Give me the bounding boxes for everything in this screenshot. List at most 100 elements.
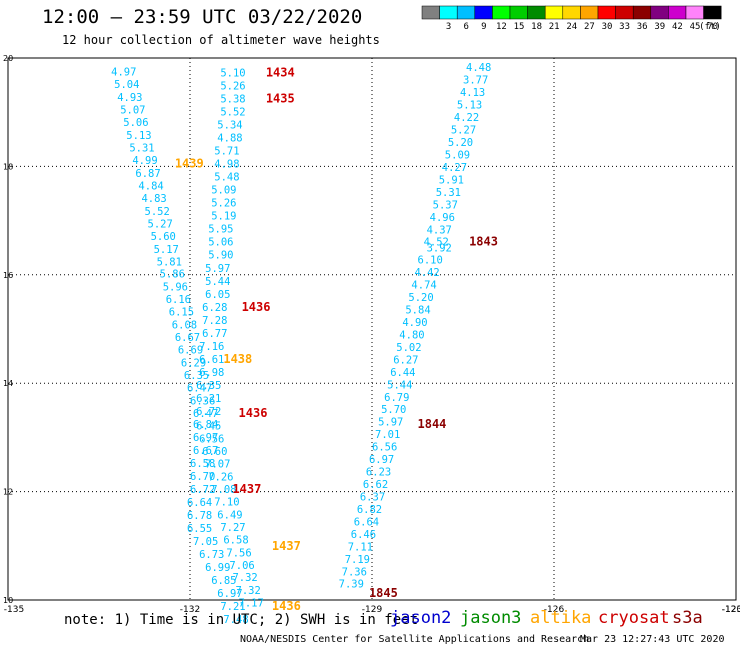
y-tick-label: 10 [3,596,13,605]
pass-time-label: 1438 [223,352,252,366]
colorbar-bin [456,5,476,20]
x-tick-label: -132 [180,605,200,615]
swh-value: 5.27 [148,218,173,230]
swh-value: 5.31 [436,187,461,199]
swh-value: 5.10 [220,68,245,80]
grid-lines [8,58,736,600]
pass-time-label: 1435 [266,92,295,106]
colorbar-tick-label: 9 [481,22,487,32]
colorbar-tick-label: 18 [531,22,543,32]
swh-value: 6.28 [202,302,227,314]
footer-note: note: 1) Time is in UTC; 2) SWH is in fe… [64,612,419,628]
axis-ticks: -135 -132 -129 -126 -123-120 10 12 14 16 18 20 [3,54,740,615]
swh-value: 6.77 [202,328,227,340]
wave-height-points: 4.975.044.935.075.065.135.314.996.874.84… [111,62,491,626]
colorbar-tick-label: 15 [513,22,525,32]
swh-value: 6.44 [390,367,415,379]
colorbar-bin [562,5,581,20]
swh-value: 6.72 [190,484,215,496]
swh-value: 6.73 [199,549,224,561]
swh-value: 5.71 [214,146,239,158]
colorbar-tick-label: 39 [654,22,666,32]
swh-value: 7.16 [199,341,224,353]
swh-value: 6.97 [193,432,218,444]
colorbar-bin [632,5,652,20]
swh-value: 3.77 [463,75,488,87]
x-tick-label: -120 [722,605,740,615]
y-tick-label: 18 [3,162,13,171]
swh-value: 6.21 [196,393,221,405]
swh-value: 6.58 [190,458,215,470]
swh-value: 7.36 [342,566,367,578]
swh-value: 5.44 [387,379,412,391]
mission-legend-altika: altika [530,608,592,628]
colorbar-bin [597,5,616,20]
swh-value: 6.46 [351,529,376,541]
swh-value: 5.84 [405,304,430,316]
swh-value: 5.81 [157,256,182,268]
colorbar-tick-label: 70 [707,22,719,32]
mission-legend-s3a: s3a [672,608,703,628]
colorbar-unit: (ft) [699,22,721,32]
swh-value: 6.78 [187,510,212,522]
swh-value: 7.07 [205,458,230,470]
swh-value: 6.99 [205,562,230,574]
swh-value: 4.37 [427,224,452,236]
swh-value: 6.47 [187,383,212,395]
swh-value: 6.37 [360,491,385,503]
swh-value: 3.92 [427,243,452,255]
swh-value: 6.97 [217,588,242,600]
swh-value: 6.55 [187,523,212,535]
swh-value: 5.17 [154,244,179,256]
swh-value: 5.91 [439,174,464,186]
swh-value: 6.87 [135,168,160,180]
colorbar-tick-label: 21 [548,22,560,32]
swh-value: 7.11 [348,541,373,553]
swh-value: 7.19 [345,554,370,566]
colorbar-bin [544,5,564,20]
swh-value: 4.98 [214,159,239,171]
swh-value: 4.74 [411,280,436,292]
swh-value: 6.82 [357,504,382,516]
colorbar-bin [421,5,440,20]
colorbar-bin [650,5,669,20]
pass-time-label: 1436 [239,406,268,420]
colorbar-bin [685,5,704,20]
swh-value: 6.62 [363,479,388,491]
swh-value: 7.21 [220,601,245,613]
swh-value: 7.27 [220,522,245,534]
swh-value: 5.44 [205,276,230,288]
swh-value: 5.52 [220,107,245,119]
colorbar-tick-label: 33 [619,22,631,32]
pass-time-label: 1437 [272,539,301,553]
colorbar-bin [439,5,458,20]
swh-value: 7.39 [339,579,364,591]
swh-value: 5.04 [114,79,139,91]
swh-value: 6.97 [369,454,394,466]
swh-value: 6.49 [217,509,242,521]
swh-value: 6.69 [178,345,203,357]
swh-value: 6.35 [184,370,209,382]
pass-time-label: 1437 [232,482,261,496]
swh-value: 5.48 [214,172,239,184]
swh-value: 5.13 [457,100,482,112]
swh-value: 6.27 [393,354,418,366]
swh-value: 5.97 [378,417,403,429]
swh-value: 6.56 [372,442,397,454]
y-tick-label: 14 [3,379,13,388]
swh-value: 6.36 [190,396,215,408]
swh-value: 4.84 [138,180,163,192]
swh-value: 4.96 [430,212,455,224]
colorbar-tick-label: 3 [445,22,452,32]
pass-time-labels: 1434 1435 1439 1843 1436 1438 1436 1844 1437 1437… [175,66,498,613]
colorbar-tick-label: 45 [689,22,701,32]
swh-value: 7.17 [239,598,264,610]
swh-value: 5.26 [220,81,245,93]
page-title: 12:00 – 23:59 UTC 03/22/2020 [42,6,363,28]
swh-value: 7.10 [214,496,239,508]
mission-legend-cryosat: cryosat [598,608,670,628]
y-tick-label: 16 [3,271,13,280]
colorbar-bin [527,5,546,20]
swh-value: 4.99 [132,155,157,167]
